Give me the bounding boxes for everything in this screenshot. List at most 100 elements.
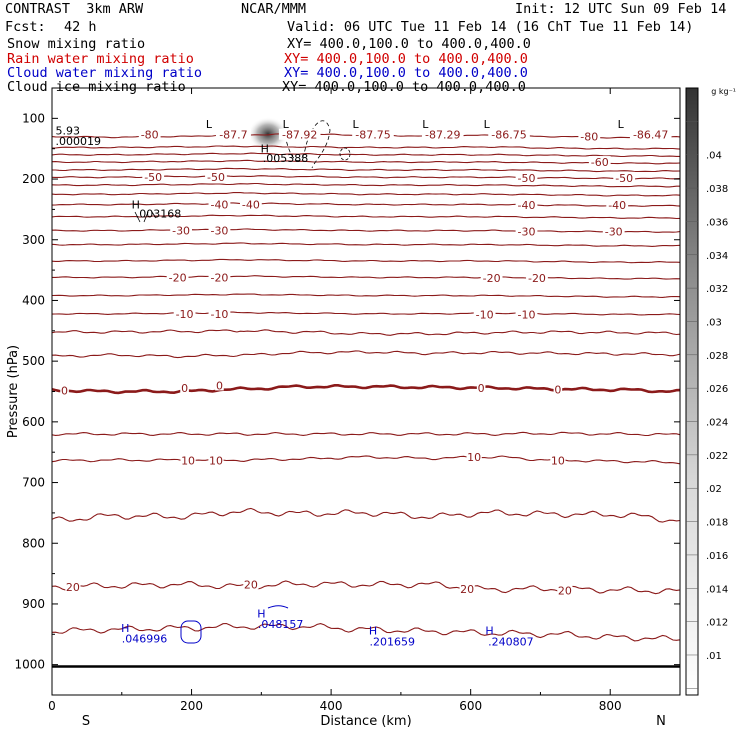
- contour-label-bg: [215, 128, 251, 140]
- isotherm: [52, 258, 680, 264]
- contour-label-bg: [278, 128, 321, 140]
- contour-label: -20: [169, 271, 187, 284]
- organization: NCAR/MMM: [241, 1, 307, 17]
- contour-label: -20: [210, 271, 228, 284]
- contour-label: 10: [467, 451, 481, 464]
- x-tick-label: 600: [459, 699, 482, 713]
- contour-label-bg: [208, 271, 231, 283]
- y-tick-label: 300: [22, 233, 45, 247]
- contour-label: -30: [172, 225, 190, 238]
- contour-label: -30: [518, 225, 536, 238]
- contour-label-bg: [60, 384, 69, 396]
- extremum-value: 5.93: [55, 124, 80, 137]
- extremum-value: .048157: [258, 618, 304, 631]
- valid-time: Valid: 06 UTC Tue 11 Feb 14 (16 ChT Tue …: [287, 19, 694, 35]
- low-marker: L: [352, 118, 359, 131]
- contour-label: -80: [580, 131, 598, 144]
- contour-label-bg: [208, 307, 231, 319]
- y-tick-label: 100: [22, 111, 45, 125]
- contour-label-bg: [606, 199, 629, 211]
- colorbar: [685, 87, 699, 696]
- colorbar-tick-label: .02: [706, 484, 722, 495]
- field-cloudice-xy: XY= 400.0,100.0 to 400.0,400.0: [282, 79, 526, 95]
- field-rain-xy: XY= 400.0,100.0 to 400.0,400.0: [284, 51, 528, 67]
- contour-label: -87.92: [282, 129, 317, 142]
- contour-label-bg: [173, 307, 196, 319]
- colorbar-tick-label: .024: [706, 418, 728, 429]
- contour-label: -40: [242, 199, 260, 212]
- contour-label: -10: [210, 308, 228, 321]
- freezing-level-isotherm: [52, 384, 680, 395]
- colorbar-tick-label: .012: [706, 618, 728, 629]
- contour-label-bg: [205, 171, 227, 183]
- contour-label: -30: [605, 225, 623, 238]
- contour-label-bg: [588, 156, 611, 168]
- colorbar-tick-label: .01: [706, 651, 722, 662]
- low-marker: L: [283, 118, 290, 131]
- contour-label: -40: [518, 199, 536, 212]
- contour-label-bg: [473, 308, 496, 320]
- isotherm: [52, 152, 680, 158]
- low-marker: L: [422, 118, 429, 131]
- contour-label-bg: [138, 128, 161, 140]
- contour-label-bg: [515, 171, 538, 183]
- contour-label: -86.47: [633, 129, 668, 142]
- contour-label-bg: [239, 198, 262, 210]
- contour-label-bg: [550, 454, 566, 466]
- x-tick-label: 400: [320, 699, 343, 713]
- contour-label-bg: [476, 381, 486, 393]
- init-time: Init: 12 UTC Sun 09 Feb 14: [515, 1, 727, 17]
- model-title: CONTRAST 3km ARW: [5, 1, 144, 17]
- contour-label-bg: [208, 454, 224, 466]
- contour-label: -50: [144, 171, 162, 184]
- colorbar-tick-label: .026: [706, 384, 728, 395]
- isotherm: [52, 202, 680, 207]
- x-tick-label: 200: [180, 699, 203, 713]
- contour-label: -20: [528, 272, 546, 285]
- isotherm: [52, 191, 680, 197]
- contour-label: 10: [551, 455, 565, 468]
- y-tick-label: 600: [22, 415, 45, 429]
- isotherm: [52, 622, 680, 642]
- x-axis-title: Distance (km): [320, 714, 411, 729]
- extremum-value: .240807: [488, 636, 533, 649]
- contour-label: 10: [181, 455, 195, 468]
- cloud-ice-shading: [248, 117, 288, 151]
- colorbar-tick-label: .034: [706, 251, 728, 262]
- forecast-label: Fcst:: [5, 19, 46, 35]
- contour-label-bg: [480, 271, 503, 283]
- contour-label: -87.29: [425, 129, 460, 142]
- isotherm: [52, 329, 680, 336]
- contour-label: 0: [61, 384, 68, 397]
- contour-label-bg: [466, 451, 482, 463]
- colorbar-tick-label: .032: [706, 284, 728, 295]
- contour-label-bg: [243, 578, 259, 590]
- contour-label-bg: [170, 224, 192, 236]
- contour-label: -60: [591, 156, 609, 169]
- y-tick-label: 800: [22, 536, 45, 550]
- contour-label: -20: [483, 272, 501, 285]
- colorbar-tick-label: .016: [706, 551, 728, 562]
- contour-label: -50: [207, 171, 225, 184]
- contour-label: -87.75: [355, 129, 390, 142]
- snow-contour: [134, 211, 157, 223]
- field-rain-name: Rain water mixing ratio: [7, 51, 194, 67]
- low-marker: L: [618, 118, 625, 131]
- colorbar-tick-label: .03: [706, 317, 722, 328]
- contour-label-bg: [215, 379, 224, 391]
- colorbar-tick-label: .038: [706, 184, 728, 195]
- contour-label: 0: [181, 382, 188, 395]
- colorbar-tick-label: .022: [706, 451, 728, 462]
- isotherm: [52, 455, 680, 465]
- field-snow-xy: XY= 400.0,100.0 to 400.0,400.0: [287, 36, 531, 52]
- isotherm: [52, 580, 680, 595]
- contour-label: 20: [66, 581, 80, 594]
- isotherm: [52, 167, 680, 173]
- contour-label-bg: [578, 130, 601, 142]
- isotherm: [52, 311, 680, 316]
- y-tick-label: 700: [22, 476, 45, 490]
- contour-label: -40: [608, 199, 626, 212]
- extremum-value: .005388: [263, 152, 309, 165]
- contour-label: -30: [210, 225, 228, 238]
- forecast-hour: 42 h: [64, 19, 97, 35]
